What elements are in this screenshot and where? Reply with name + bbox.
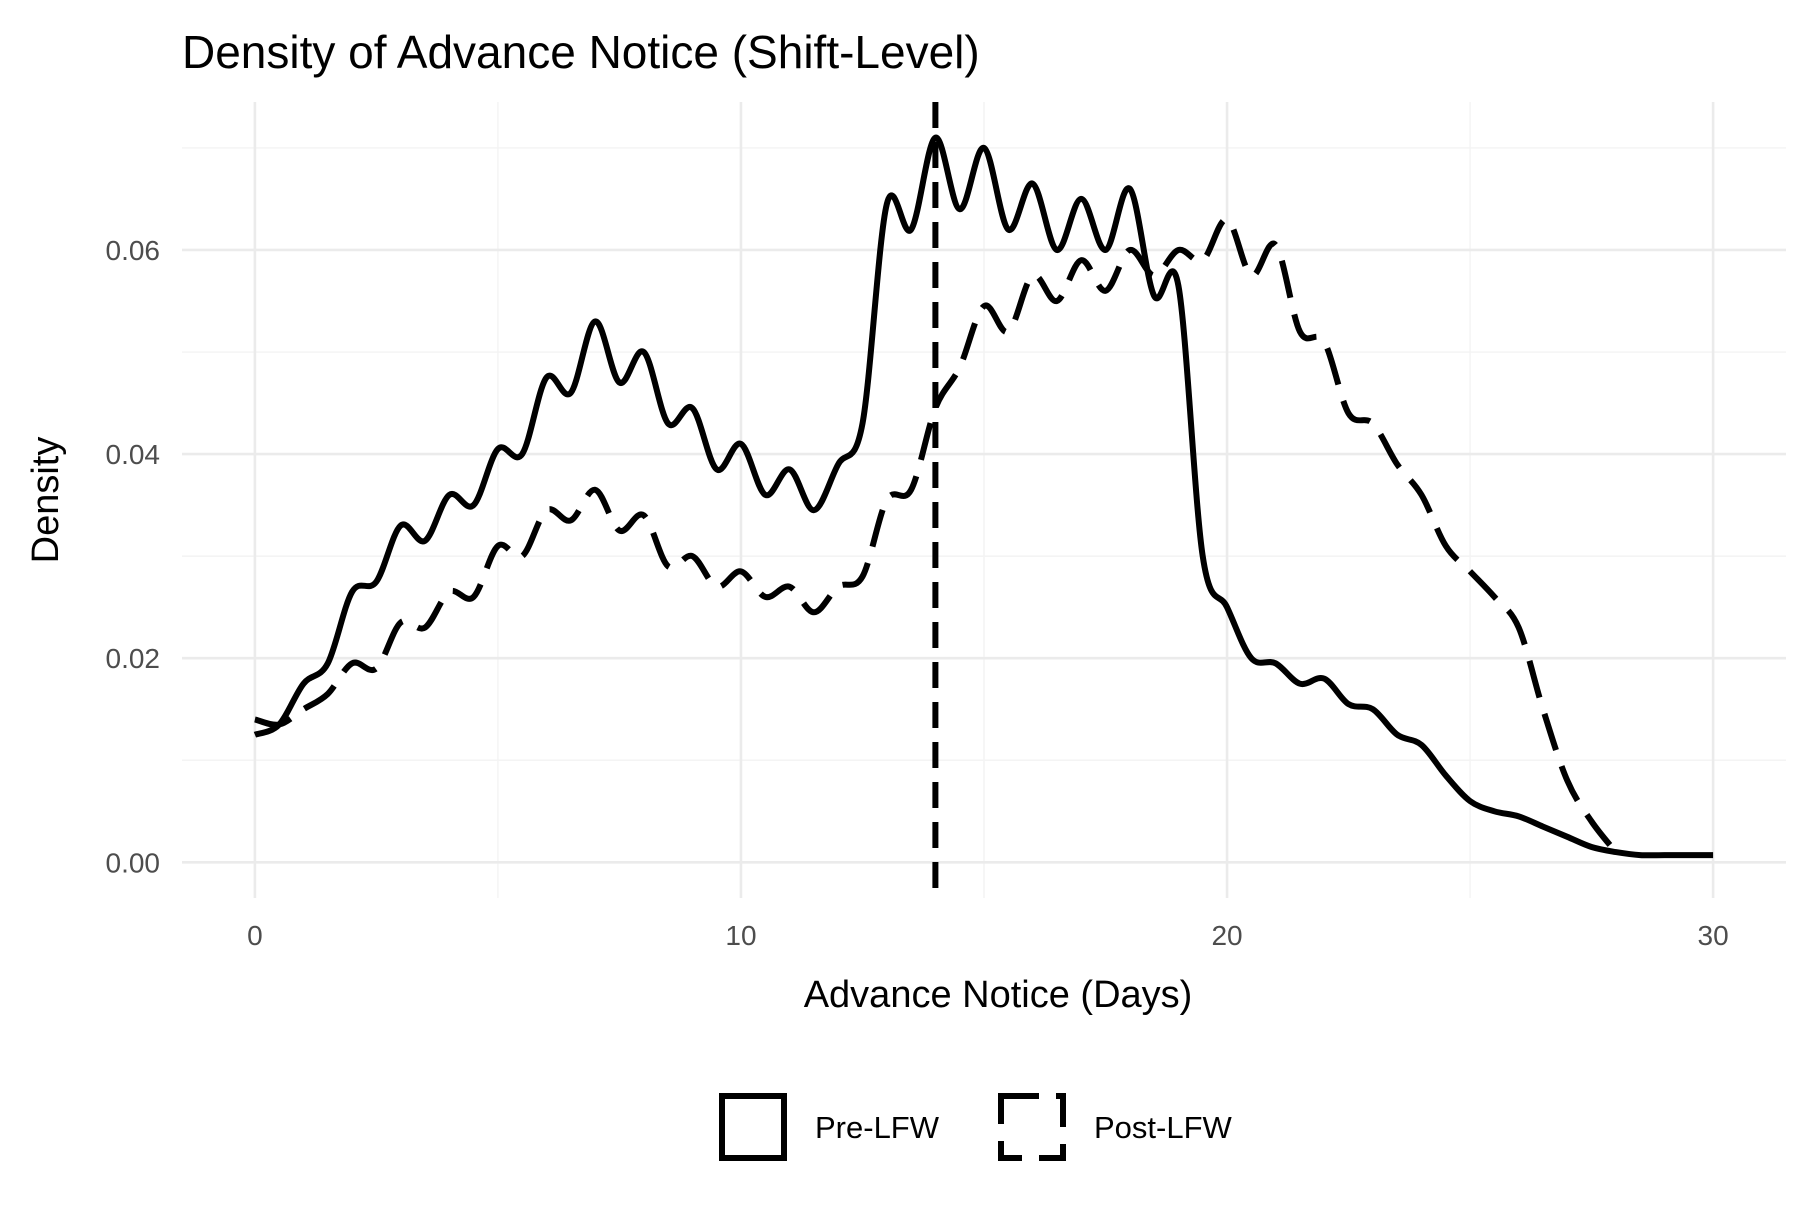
y-tick-label: 0.02 (106, 643, 161, 674)
grid (182, 102, 1786, 898)
x-axis-title: Advance Notice (Days) (804, 974, 1193, 1016)
legend: Pre-LFW Post-LFW (719, 1093, 1233, 1161)
legend-key-post-lfw (998, 1093, 1066, 1161)
legend-item-post-lfw: Post-LFW (998, 1093, 1233, 1161)
legend-label-post-lfw: Post-LFW (1094, 1110, 1233, 1145)
x-tick-label: 30 (1698, 920, 1729, 951)
x-tick-label: 0 (247, 920, 263, 951)
y-axis-title: Density (25, 437, 67, 564)
legend-key-pre-lfw (719, 1093, 787, 1161)
x-tick-label: 10 (725, 920, 756, 951)
y-tick-label: 0.00 (106, 847, 161, 878)
series-layer (253, 134, 1714, 859)
y-tick-label: 0.04 (106, 439, 161, 470)
series-line-pre-lfw (253, 134, 1714, 859)
series-line-post-lfw (254, 216, 1619, 854)
y-tick-label: 0.06 (106, 235, 161, 266)
legend-item-pre-lfw: Pre-LFW (719, 1093, 940, 1161)
x-tick-label: 20 (1211, 920, 1242, 951)
legend-label-pre-lfw: Pre-LFW (815, 1110, 940, 1145)
tick-labels: 0 10 20 30 0.00 0.02 0.04 0.06 (106, 235, 1729, 951)
chart-title: Density of Advance Notice (Shift-Level) (182, 26, 980, 78)
